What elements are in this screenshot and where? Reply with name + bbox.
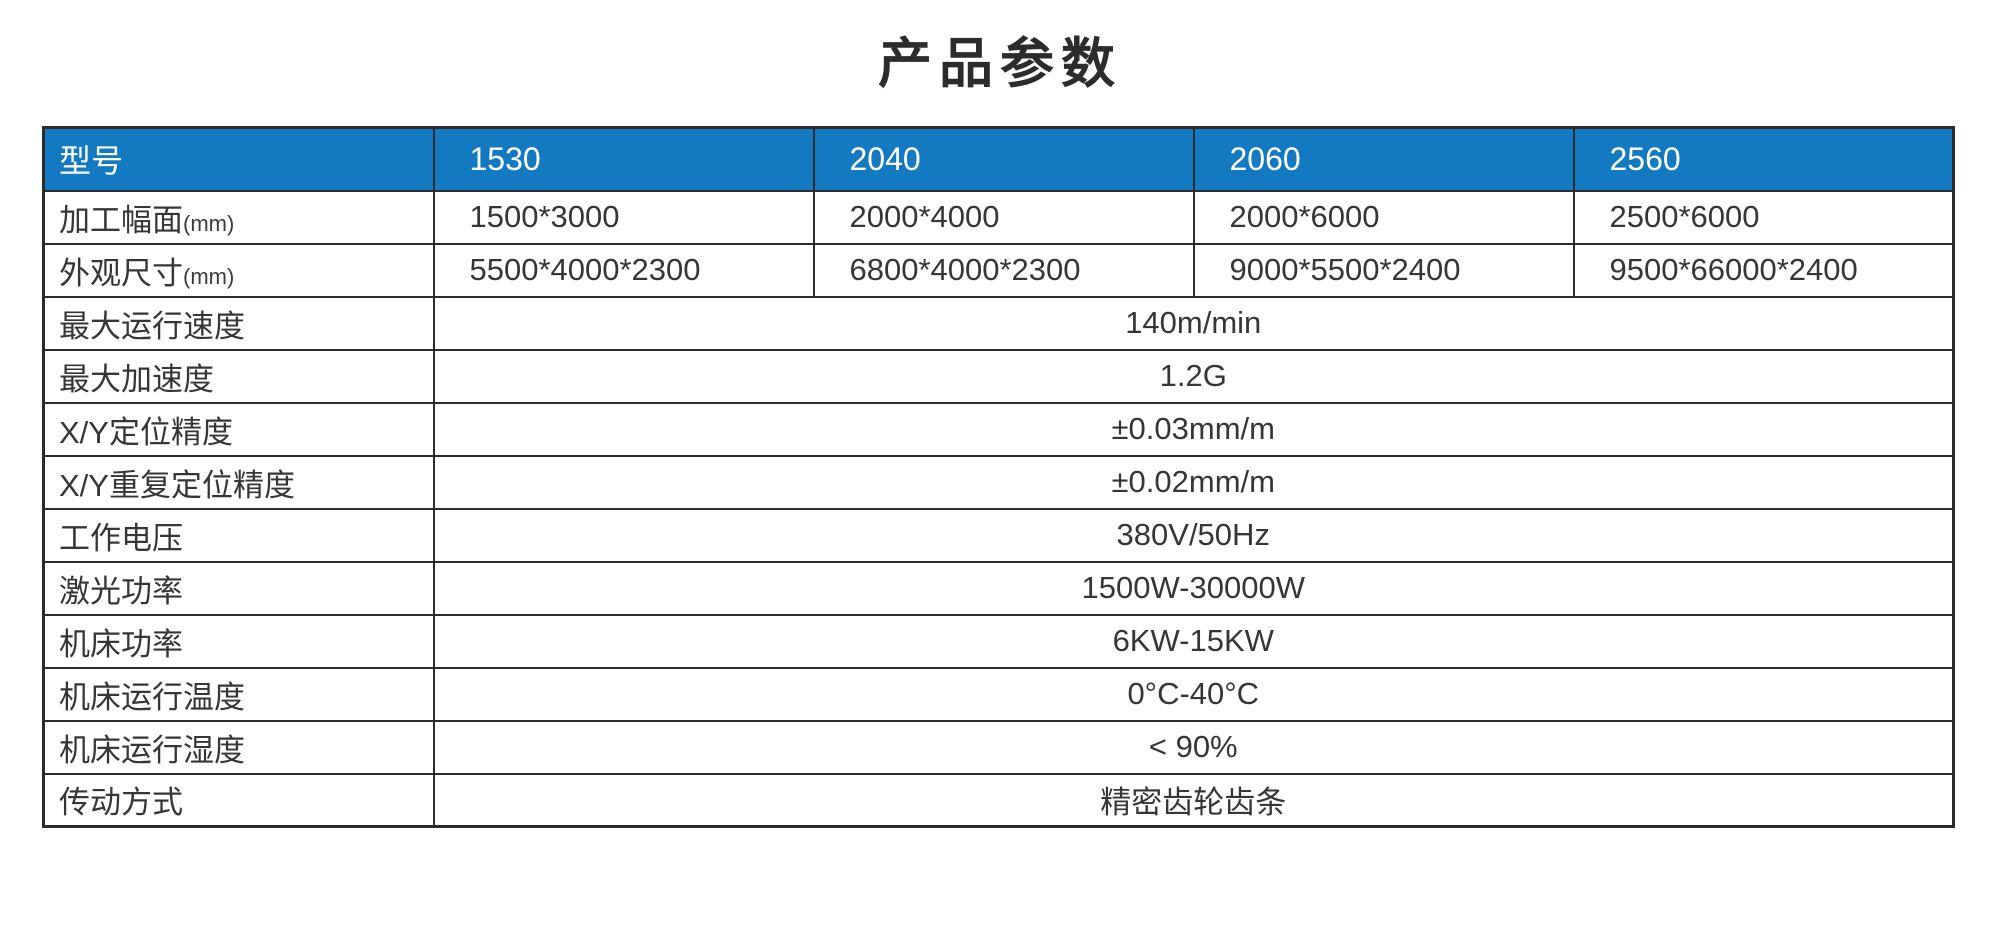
- table-row-repeat-positioning-accuracy: X/Y重复定位精度 ±0.02mm/m: [42, 454, 1955, 510]
- row-label-machine-power: 机床功率: [42, 613, 435, 669]
- row-label-repeat-positioning-accuracy: X/Y重复定位精度: [42, 454, 435, 510]
- row-label-max-speed: 最大运行速度: [42, 295, 435, 351]
- operating-humidity-value: < 90%: [432, 719, 1955, 775]
- working-area-value-2060: 2000*6000: [1192, 189, 1575, 245]
- row-label-operating-temperature: 机床运行温度: [42, 666, 435, 722]
- header-model-2060: 2060: [1192, 126, 1575, 192]
- row-label-positioning-accuracy: X/Y定位精度: [42, 401, 435, 457]
- header-model-2560: 2560: [1572, 126, 1955, 192]
- table-row-operating-humidity: 机床运行湿度 < 90%: [42, 719, 1955, 775]
- table-row-operating-temperature: 机床运行温度 0°C-40°C: [42, 666, 1955, 722]
- operating-temperature-value: 0°C-40°C: [432, 666, 1955, 722]
- table-row-max-acceleration: 最大加速度 1.2G: [42, 348, 1955, 404]
- row-label-text: 加工幅面: [59, 202, 183, 238]
- working-voltage-value: 380V/50Hz: [432, 507, 1955, 563]
- row-label-outer-dimensions: 外观尺寸(mm): [42, 242, 435, 298]
- table-row-positioning-accuracy: X/Y定位精度 ±0.03mm/m: [42, 401, 1955, 457]
- row-label-operating-humidity: 机床运行湿度: [42, 719, 435, 775]
- table-row-outer-dimensions: 外观尺寸(mm) 5500*4000*2300 6800*4000*2300 9…: [42, 242, 1955, 298]
- row-label-working-voltage: 工作电压: [42, 507, 435, 563]
- max-speed-value: 140m/min: [432, 295, 1955, 351]
- table-row-laser-power: 激光功率 1500W-30000W: [42, 560, 1955, 616]
- machine-power-value: 6KW-15KW: [432, 613, 1955, 669]
- positioning-accuracy-value: ±0.03mm/m: [432, 401, 1955, 457]
- repeat-positioning-accuracy-value: ±0.02mm/m: [432, 454, 1955, 510]
- dimensions-value-2060: 9000*5500*2400: [1192, 242, 1575, 298]
- row-label-max-acceleration: 最大加速度: [42, 348, 435, 404]
- table-header-row: 型号 1530 2040 2060 2560: [42, 126, 1955, 192]
- transmission-type-value: 精密齿轮齿条: [432, 772, 1955, 828]
- header-model-label: 型号: [42, 126, 435, 192]
- max-acceleration-value: 1.2G: [432, 348, 1955, 404]
- working-area-value-1530: 1500*3000: [432, 189, 815, 245]
- dimensions-value-2040: 6800*4000*2300: [812, 242, 1195, 298]
- header-model-2040: 2040: [812, 126, 1195, 192]
- row-label-transmission-type: 传动方式: [42, 772, 435, 828]
- table-row-machine-power: 机床功率 6KW-15KW: [42, 613, 1955, 669]
- row-label-text: 外观尺寸: [59, 255, 183, 291]
- laser-power-value: 1500W-30000W: [432, 560, 1955, 616]
- page-title: 产品参数: [878, 34, 1122, 94]
- table-row-working-voltage: 工作电压 380V/50Hz: [42, 507, 1955, 563]
- row-label-laser-power: 激光功率: [42, 560, 435, 616]
- working-area-value-2040: 2000*4000: [812, 189, 1195, 245]
- working-area-value-2560: 2500*6000: [1572, 189, 1955, 245]
- table-row-transmission-type: 传动方式 精密齿轮齿条: [42, 772, 1955, 828]
- row-label-working-area: 加工幅面(mm): [42, 189, 435, 245]
- row-label-unit: (mm): [183, 210, 235, 236]
- row-label-unit: (mm): [183, 263, 235, 289]
- table-row-working-area: 加工幅面(mm) 1500*3000 2000*4000 2000*6000 2…: [42, 189, 1955, 245]
- spec-table: 型号 1530 2040 2060 2560 加工幅面(mm) 1500*300…: [42, 126, 1955, 828]
- header-model-1530: 1530: [432, 126, 815, 192]
- dimensions-value-2560: 9500*66000*2400: [1572, 242, 1955, 298]
- dimensions-value-1530: 5500*4000*2300: [432, 242, 815, 298]
- table-row-max-speed: 最大运行速度 140m/min: [42, 295, 1955, 351]
